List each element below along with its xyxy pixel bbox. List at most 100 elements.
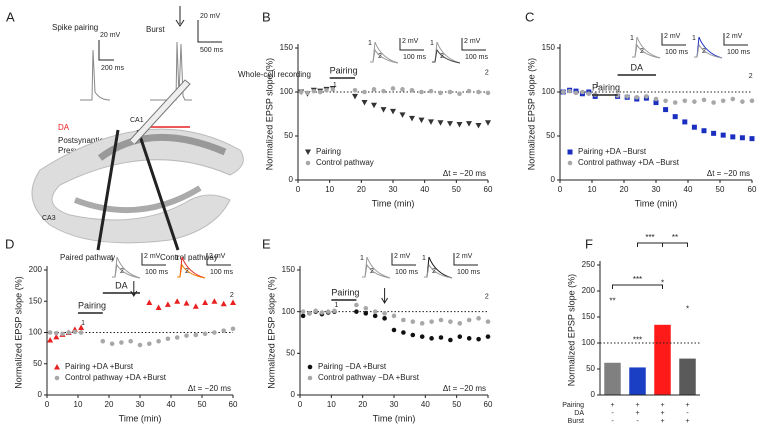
inset-trace-label: 1	[110, 255, 114, 262]
y-tick-label: 200	[29, 265, 43, 274]
point	[560, 89, 566, 95]
row-label: Burst	[568, 418, 584, 425]
inset-trace-label: 1	[422, 255, 426, 262]
point	[447, 121, 453, 127]
point	[429, 319, 434, 324]
point	[672, 100, 678, 105]
point	[586, 91, 592, 97]
end-label: 2	[230, 292, 234, 299]
y-tick-label: 0	[38, 390, 43, 399]
legend-marker	[567, 149, 573, 155]
scale-label: 100 ms	[145, 269, 168, 276]
electrodes	[96, 129, 180, 251]
point	[457, 321, 463, 326]
x-tick-label: 10	[588, 185, 597, 194]
da-label: DA	[58, 123, 70, 132]
x-tick-label: 50	[198, 400, 207, 409]
point	[418, 117, 425, 124]
point	[362, 89, 367, 95]
point	[730, 134, 736, 140]
y-axis-label: Normalized EPSP slope (%)	[266, 276, 276, 388]
point	[352, 93, 358, 100]
point	[663, 98, 668, 104]
y-tick-label: 100	[280, 87, 294, 96]
scale-label: 100 ms	[210, 269, 233, 276]
condition: +	[685, 402, 689, 409]
inset-trace-label: 1	[360, 255, 364, 262]
point	[720, 132, 726, 138]
legend-label: Control pathway +DA −Burst	[578, 158, 680, 167]
point	[174, 335, 180, 340]
legend-label: Pairing −DA +Burst	[318, 362, 387, 371]
pairing-label: Pairing	[592, 82, 620, 92]
end-label: 2	[485, 69, 489, 76]
scale-label: 100 ms	[403, 54, 426, 61]
arrow	[175, 6, 185, 27]
x-tick-label: 40	[420, 185, 429, 194]
point	[428, 88, 434, 94]
inset-trace	[362, 263, 391, 279]
inset-trace	[177, 263, 206, 279]
scale-label: 20 mV	[100, 32, 121, 39]
point	[573, 90, 579, 96]
inset-trace	[432, 48, 461, 64]
point	[156, 338, 161, 344]
y-axis-label: Normalized EPSP slope (%)	[13, 276, 23, 388]
point	[419, 89, 424, 95]
point	[382, 316, 387, 321]
y-tick-label: 250	[582, 260, 596, 269]
scale-label: 2 mV	[402, 38, 419, 45]
point	[567, 88, 572, 94]
point	[701, 128, 707, 134]
point	[371, 102, 377, 109]
x-axis-label: Time (min)	[635, 198, 678, 208]
bar-star: *	[661, 278, 664, 287]
inset-trace-label: 2	[640, 48, 644, 55]
x-tick-label: 60	[748, 185, 757, 194]
spike-trace	[80, 49, 111, 101]
inset-trace	[424, 263, 453, 279]
point	[371, 87, 377, 92]
condition: +	[635, 410, 639, 417]
start-label: 1	[334, 302, 338, 309]
scale-bar	[206, 253, 231, 266]
point	[438, 317, 444, 323]
arrow	[381, 288, 389, 304]
y-tick-label: 50	[284, 131, 293, 140]
point	[410, 332, 416, 338]
end-label: 2	[749, 73, 753, 80]
scale-bar	[399, 38, 424, 51]
x-tick-label: 50	[452, 185, 461, 194]
x-tick-label: 10	[74, 400, 83, 409]
point	[47, 337, 54, 343]
point	[653, 96, 659, 102]
da-label: DA	[115, 280, 128, 290]
scale-bar	[461, 38, 486, 51]
x-tick-label: 40	[167, 400, 176, 409]
burst-label: Burst	[146, 25, 165, 34]
point	[354, 302, 359, 308]
y-axis-label: Normalized EPSP slope (%)	[566, 274, 576, 386]
point	[325, 309, 331, 314]
point	[60, 331, 65, 337]
point	[692, 99, 697, 104]
row-label: DA	[574, 410, 584, 417]
condition: +	[685, 418, 689, 425]
y-tick-label: 100	[582, 338, 596, 347]
x-tick-label: 0	[558, 185, 563, 194]
point	[457, 334, 463, 339]
point	[466, 317, 472, 323]
bar	[604, 362, 621, 395]
panel-letter: D	[5, 236, 14, 251]
y-tick-label: 150	[542, 43, 556, 52]
point	[701, 97, 707, 103]
scale-label: 200 ms	[101, 65, 124, 72]
bar-star: **	[609, 297, 615, 306]
point	[305, 90, 310, 96]
legend-marker	[54, 364, 60, 370]
panel-letter: A	[6, 9, 15, 24]
legend-marker	[307, 364, 313, 370]
